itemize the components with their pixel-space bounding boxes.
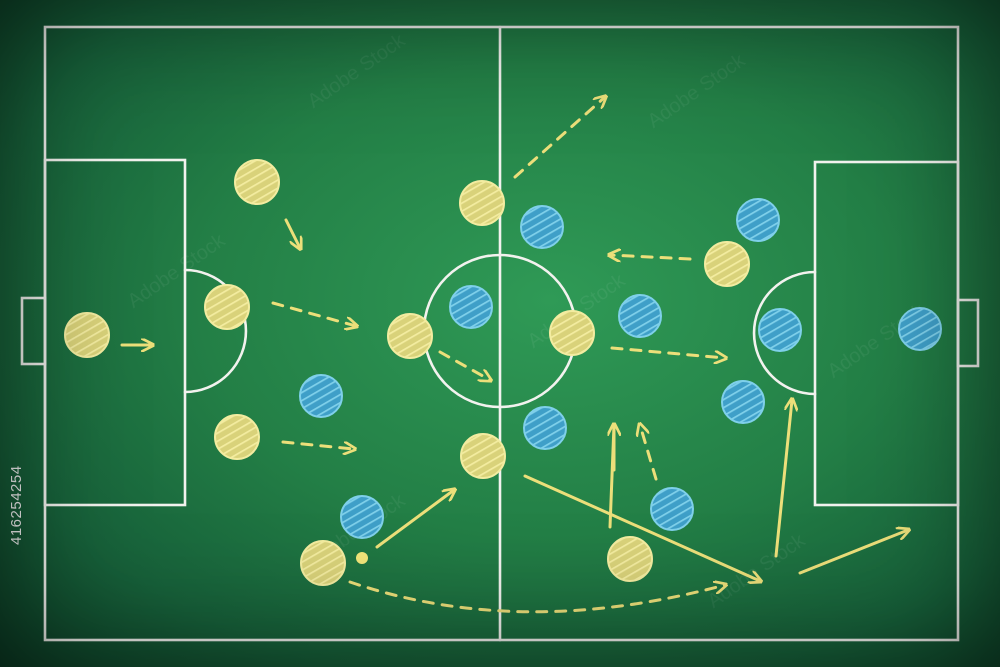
right-penalty-arc bbox=[752, 270, 817, 396]
pitch-outline bbox=[43, 25, 960, 642]
left-goal bbox=[20, 296, 47, 366]
left-penalty-arc bbox=[183, 268, 248, 394]
arrow bbox=[284, 218, 300, 248]
yellow-team bbox=[64, 159, 750, 586]
player-yellow-icon bbox=[387, 313, 433, 359]
arrow bbox=[610, 255, 692, 259]
player-blue-icon bbox=[618, 294, 662, 338]
arrow bbox=[774, 400, 792, 558]
player-yellow-icon bbox=[549, 310, 595, 356]
player-yellow-icon bbox=[460, 433, 506, 479]
player-blue-icon bbox=[650, 487, 694, 531]
player-blue-icon bbox=[523, 406, 567, 450]
player-blue-icon bbox=[721, 380, 765, 424]
movement-arrows bbox=[120, 97, 908, 614]
player-yellow-icon bbox=[204, 284, 250, 330]
ball-icon bbox=[356, 552, 368, 564]
arrow bbox=[271, 301, 356, 326]
player-blue-icon bbox=[449, 285, 493, 329]
stock-id: 416254254 bbox=[8, 465, 25, 545]
player-yellow-icon bbox=[459, 180, 505, 226]
arrow bbox=[348, 582, 725, 614]
arrow bbox=[281, 440, 354, 449]
player-yellow-icon bbox=[704, 241, 750, 287]
arrow bbox=[798, 530, 908, 575]
arrow bbox=[640, 425, 658, 481]
blue-team bbox=[299, 198, 942, 539]
player-yellow-icon bbox=[214, 414, 260, 460]
player-blue-icon bbox=[898, 307, 942, 351]
player-blue-icon bbox=[736, 198, 780, 242]
player-yellow-icon bbox=[234, 159, 280, 205]
right-goal bbox=[956, 298, 980, 368]
arrow bbox=[610, 346, 725, 358]
arrow bbox=[523, 474, 760, 581]
player-blue-icon bbox=[758, 308, 802, 352]
player-blue-icon bbox=[340, 495, 384, 539]
arrow bbox=[438, 350, 490, 380]
player-blue-icon bbox=[299, 374, 343, 418]
player-blue-icon bbox=[520, 205, 564, 249]
arrow bbox=[375, 490, 454, 549]
player-yellow-icon bbox=[300, 540, 346, 586]
player-yellow-icon bbox=[64, 312, 110, 358]
pitch-lines bbox=[20, 25, 980, 642]
arrow bbox=[513, 97, 605, 179]
player-yellow-icon bbox=[607, 536, 653, 582]
